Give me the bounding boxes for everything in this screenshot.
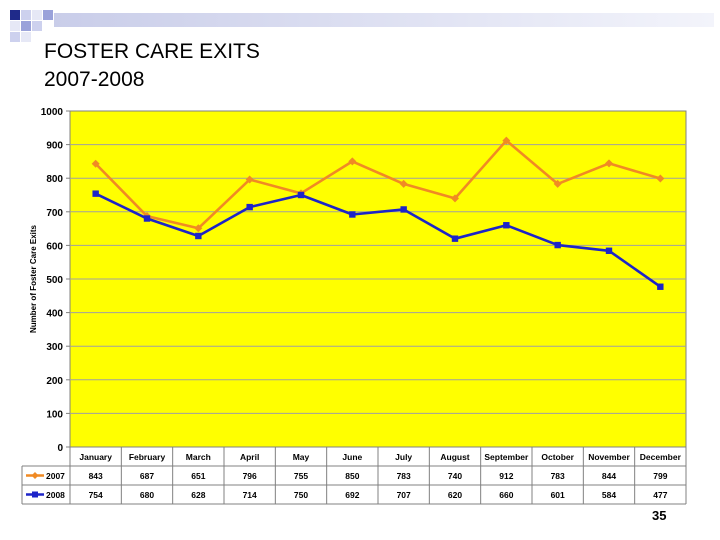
legend-key-marker-2008: [32, 491, 38, 498]
x-category-label: November: [588, 452, 630, 462]
y-tick-label: 200: [46, 376, 63, 387]
data-point-2008: [554, 241, 561, 249]
data-point-2007: [348, 157, 357, 166]
table-value-2008: 584: [602, 490, 616, 500]
legend-label-2007: 2007: [46, 471, 65, 481]
table-value-2008: 707: [397, 490, 411, 500]
data-point-2007: [656, 174, 665, 183]
data-point-2008: [400, 206, 407, 213]
data-point-2008: [246, 203, 253, 211]
table-value-2007: 651: [191, 471, 205, 481]
table-value-2007: 783: [397, 471, 411, 481]
data-point-2007: [399, 179, 408, 188]
table-value-2008: 660: [499, 490, 513, 500]
data-point-2008: [297, 191, 305, 199]
y-tick-label: 800: [46, 174, 63, 185]
slide-title-line2: 2007-2008: [44, 68, 145, 91]
y-tick-label: 0: [57, 443, 63, 454]
table-value-2007: 844: [602, 471, 616, 481]
x-category-label: February: [129, 452, 166, 462]
y-axis-label: Number of Foster Care Exits: [29, 224, 38, 333]
data-point-2008: [451, 235, 459, 242]
x-category-label: October: [541, 452, 574, 462]
x-category-label: March: [186, 452, 211, 462]
page-number: 35: [652, 508, 667, 523]
slide-title: FOSTER CARE EXITS 2007-2008: [44, 38, 260, 94]
data-point-2008: [143, 215, 151, 222]
table-value-2008: 620: [448, 490, 462, 500]
table-value-2008: 754: [89, 490, 103, 500]
legend-label-2008: 2008: [46, 490, 65, 500]
table-value-2008: 680: [140, 490, 154, 500]
x-category-label: April: [240, 452, 259, 462]
table-value-2008: 750: [294, 490, 308, 500]
y-tick-label: 600: [46, 241, 63, 252]
x-category-label: May: [293, 452, 310, 462]
series-line-2008: [95, 192, 662, 288]
data-point-2008: [657, 283, 664, 290]
series-line-2007: [94, 139, 661, 230]
table-value-2007: 843: [89, 471, 103, 481]
y-tick-label: 900: [46, 141, 63, 152]
data-point-2008: [349, 211, 356, 218]
table-value-2008: 601: [551, 490, 565, 500]
y-tick-label: 400: [46, 309, 63, 320]
table-value-2007: 850: [345, 471, 359, 481]
y-tick-label: 100: [46, 409, 63, 420]
data-point-2007: [605, 159, 613, 168]
y-tick-label: 500: [46, 275, 63, 286]
x-category-label: December: [640, 452, 682, 462]
table-value-2008: 477: [653, 490, 667, 500]
x-category-label: September: [484, 452, 529, 462]
table-value-2008: 714: [243, 490, 257, 500]
table-value-2007: 799: [653, 471, 667, 481]
table-value-2007: 783: [551, 471, 565, 481]
slide-title-line1: FOSTER CARE EXITS: [44, 40, 260, 63]
x-category-label: January: [79, 452, 112, 462]
data-point-2007: [91, 159, 100, 168]
x-category-label: June: [342, 452, 362, 462]
table-value-2008: 628: [191, 490, 205, 500]
y-tick-label: 700: [46, 208, 63, 219]
table-value-2007: 687: [140, 471, 154, 481]
table-value-2007: 796: [243, 471, 257, 481]
table-value-2008: 692: [345, 490, 359, 500]
y-tick-label: 300: [46, 342, 63, 353]
x-category-label: July: [395, 452, 412, 462]
legend-key-marker-2007: [31, 472, 39, 479]
data-point-2007: [194, 224, 203, 233]
y-tick-label: 1000: [41, 107, 64, 118]
data-point-2007: [451, 194, 459, 203]
table-value-2007: 755: [294, 471, 308, 481]
data-point-2008: [92, 190, 99, 197]
x-category-label: August: [440, 452, 469, 462]
table-value-2007: 740: [448, 471, 462, 481]
table-value-2007: 912: [499, 471, 513, 481]
data-point-2008: [605, 247, 613, 254]
data-point-2007: [245, 175, 254, 184]
data-point-2007: [502, 136, 511, 145]
data-point-2007: [553, 179, 562, 188]
data-point-2008: [503, 222, 510, 229]
data-point-2008: [195, 232, 202, 240]
